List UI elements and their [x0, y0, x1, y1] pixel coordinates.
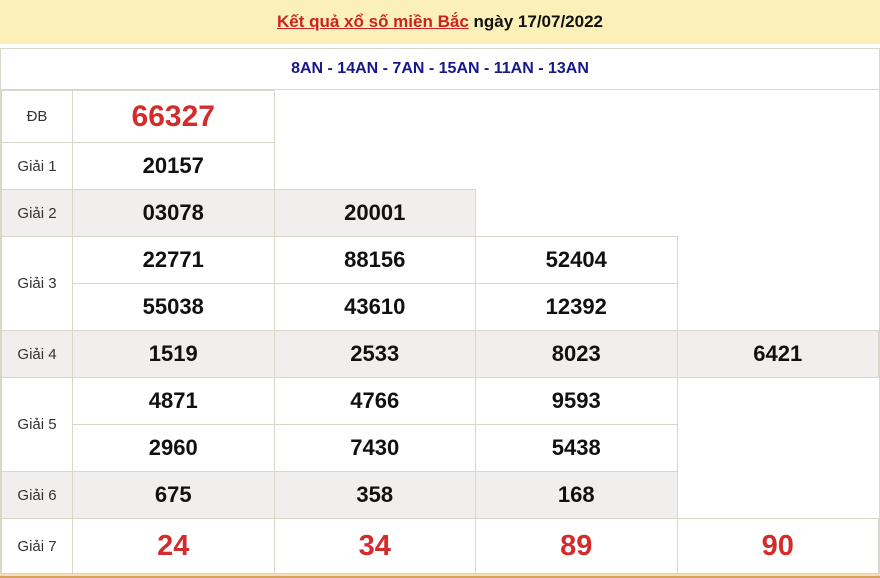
prize-row: Giải 7 24 34 89 90: [1, 518, 879, 574]
prize-number: 88156: [273, 236, 476, 284]
prize-number: 6421: [676, 330, 879, 378]
prize-number: 675: [72, 471, 275, 519]
prize-label: Giải 6: [1, 471, 73, 519]
prize-number: 5438: [475, 424, 678, 472]
prize-number: 7430: [273, 424, 476, 472]
page-header: Kết quả xổ số miền Bắc ngày 17/07/2022: [0, 0, 880, 44]
prize-row: Giải 6 675 358 168: [1, 471, 879, 519]
prize-number: 89: [475, 518, 678, 574]
page-title-link[interactable]: Kết quả xổ số miền Bắc: [277, 12, 469, 31]
prize-number: 2960: [72, 424, 275, 472]
prize-number: 20157: [72, 142, 275, 190]
bottom-divider-dark: [0, 576, 880, 578]
page-title-date: ngày 17/07/2022: [468, 12, 604, 31]
prize-number: 4871: [72, 377, 275, 425]
prize-number: 358: [273, 471, 476, 519]
prize-row: Giải 3 22771 88156 52404: [1, 236, 879, 331]
prize-number: 24: [72, 518, 275, 574]
prize-number: 12392: [475, 283, 678, 331]
prize-label: Giải 7: [1, 518, 73, 574]
prize-number: 22771: [72, 236, 275, 284]
prize-number: 34: [273, 518, 476, 574]
prize-row: 55038 43610 12392: [2, 283, 879, 331]
prize-label: Giải 2: [1, 189, 73, 237]
prize-row: 2960 7430 5438: [2, 424, 879, 472]
results-table-container: 8AN - 14AN - 7AN - 15AN - 11AN - 13AN ĐB…: [0, 48, 880, 574]
prize-row: Giải 2 03078 20001: [1, 189, 879, 237]
prize-label: Giải 4: [1, 330, 73, 378]
prize-number: 20001: [273, 189, 476, 237]
prize-number: 4766: [273, 377, 476, 425]
prize-number: 1519: [72, 330, 275, 378]
prize-number: 55038: [72, 283, 275, 331]
station-codes: 8AN - 14AN - 7AN - 15AN - 11AN - 13AN: [1, 49, 879, 90]
prize-row: ĐB 66327: [1, 90, 879, 143]
prize-number: 2533: [273, 330, 476, 378]
prize-label: Giải 3: [1, 236, 73, 331]
prize-label: Giải 5: [1, 377, 73, 472]
prize-row: Giải 4 1519 2533 8023 6421: [1, 330, 879, 378]
prize-row: Giải 5 4871 4766 9593: [1, 377, 879, 472]
prize-number: 9593: [475, 377, 678, 425]
prize-number: 168: [475, 471, 678, 519]
prize-label: ĐB: [1, 90, 73, 143]
prize-number: 8023: [475, 330, 678, 378]
prize-number: 03078: [72, 189, 275, 237]
prize-number: 66327: [72, 90, 275, 143]
prize-number: 52404: [475, 236, 678, 284]
prize-table: ĐB 66327 Giải 1 20157 Giải 2 03078 20001 Giải 3…: [1, 90, 879, 574]
prize-number: 43610: [273, 283, 476, 331]
prize-row: Giải 1 20157: [1, 142, 879, 190]
bottom-divider-light: [0, 574, 880, 576]
prize-number: 90: [676, 518, 879, 574]
prize-label: Giải 1: [1, 142, 73, 190]
